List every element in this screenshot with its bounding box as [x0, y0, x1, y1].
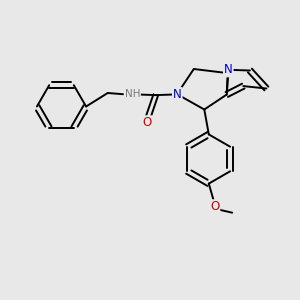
Text: NH: NH [124, 89, 140, 100]
Text: N: N [173, 88, 182, 101]
Text: O: O [210, 200, 219, 213]
Text: N: N [224, 63, 233, 76]
Text: O: O [143, 116, 152, 129]
